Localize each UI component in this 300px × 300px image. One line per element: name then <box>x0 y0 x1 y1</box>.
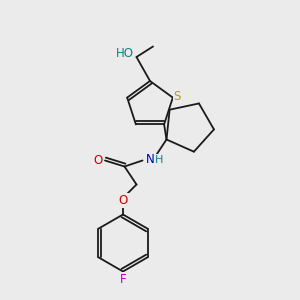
Text: HO: HO <box>116 47 134 60</box>
Text: H: H <box>155 155 163 165</box>
Text: S: S <box>174 90 181 103</box>
Text: F: F <box>120 273 126 286</box>
Text: O: O <box>118 194 127 207</box>
Text: N: N <box>146 153 154 167</box>
Text: O: O <box>94 154 103 167</box>
